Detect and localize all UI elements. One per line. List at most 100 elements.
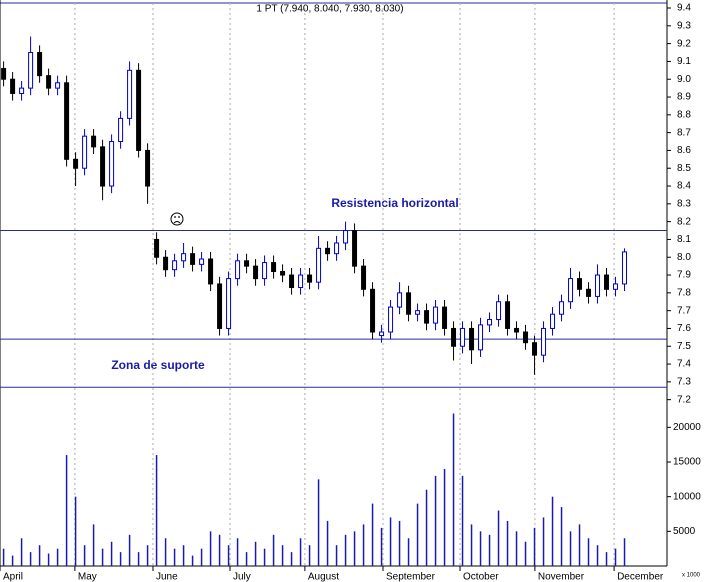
candle-body: [622, 251, 628, 285]
annotation: Resistencia horizontal: [331, 196, 458, 210]
candle-body: [253, 265, 259, 280]
x-tick-label: April: [3, 572, 23, 582]
candle-body: [325, 247, 331, 255]
volume-tick-label: 15000: [673, 457, 701, 468]
candle-body: [217, 283, 223, 329]
candle-body: [559, 301, 565, 315]
candle-body: [496, 301, 502, 321]
y-tick-label: 8.9: [677, 92, 691, 103]
candle-body: [469, 327, 475, 351]
x-tick-label: October: [463, 572, 499, 582]
candle-body: [55, 82, 61, 89]
candle-body: [433, 306, 439, 324]
candle-body: [244, 260, 250, 267]
candle-body: [1, 68, 7, 80]
y-tick-label: 9.0: [677, 74, 691, 85]
sad-face-icon: [170, 212, 184, 226]
candle-body: [307, 274, 313, 283]
y-tick-label: 8.1: [677, 234, 691, 245]
y-tick-label: 7.4: [677, 359, 691, 370]
candle-body: [136, 69, 142, 151]
y-tick-label: 7.5: [677, 341, 691, 352]
candle-body: [28, 52, 34, 89]
y-tick-label: 8.4: [677, 181, 691, 192]
y-tick-label: 9.4: [677, 3, 691, 14]
candle-body: [352, 230, 358, 267]
candle-body: [478, 324, 484, 351]
candle-body: [361, 265, 367, 290]
y-tick-label: 7.3: [677, 376, 691, 387]
x-tick-label: August: [308, 572, 339, 582]
y-tick-label: 8.0: [677, 252, 691, 263]
candle-body: [100, 146, 106, 187]
candle-body: [82, 135, 88, 169]
candle-body: [127, 69, 133, 119]
candle-body: [613, 283, 619, 290]
candle-body: [172, 260, 178, 271]
x-tick-label: November: [538, 572, 585, 582]
candle-body: [289, 274, 295, 289]
volume-tick-label: 5000: [673, 526, 696, 537]
y-tick-label: 8.7: [677, 127, 691, 138]
y-tick-label: 7.9: [677, 270, 691, 281]
candle-body: [262, 262, 268, 280]
candle-body: [442, 306, 448, 329]
candle-body: [73, 158, 79, 169]
volume-tick-label: 20000: [673, 422, 701, 433]
candle-body: [604, 274, 610, 290]
candle-body: [451, 327, 457, 347]
candle-body: [577, 278, 583, 290]
x-tick-label: December: [617, 572, 664, 582]
y-tick-label: 7.6: [677, 323, 691, 334]
candle-body: [460, 327, 466, 347]
candle-body: [424, 310, 430, 324]
candle-body: [595, 274, 601, 297]
candle-body: [397, 292, 403, 308]
candle-body: [145, 149, 151, 187]
candle-body: [532, 342, 538, 356]
candle-body: [568, 278, 574, 303]
candle-body: [199, 258, 205, 265]
candle-body: [505, 301, 511, 329]
candle-body: [64, 82, 70, 160]
candle-body: [298, 274, 304, 289]
candle-body: [208, 258, 214, 285]
candle-body: [271, 262, 277, 272]
candle-body: [109, 141, 115, 187]
y-tick-label: 9.1: [677, 56, 691, 67]
volume-tick-label: 10000: [673, 491, 701, 502]
y-tick-label: 7.8: [677, 287, 691, 298]
x-tick-label: September: [386, 572, 436, 582]
y-tick-label: 8.6: [677, 145, 691, 156]
x-tick-label: June: [156, 572, 178, 582]
candle-body: [154, 238, 160, 258]
candle-body: [190, 253, 196, 265]
candle-body: [523, 331, 529, 344]
candle-body: [379, 331, 385, 337]
annotation: Zona de suporte: [111, 358, 205, 372]
candle-body: [46, 75, 52, 89]
candle-body: [226, 278, 232, 329]
volume-unit: x 1000: [682, 573, 701, 579]
candle-body: [334, 242, 340, 255]
y-tick-label: 8.8: [677, 109, 691, 120]
candle-body: [550, 313, 556, 329]
y-tick-label: 8.2: [677, 216, 691, 227]
candle-body: [118, 117, 124, 143]
candle-body: [37, 52, 43, 77]
y-tick-label: 9.3: [677, 20, 691, 31]
candle-body: [514, 327, 520, 333]
candle-body: [487, 319, 493, 326]
candle-body: [163, 256, 169, 271]
candle-body: [370, 288, 376, 333]
y-tick-label: 8.5: [677, 163, 691, 174]
x-tick-label: May: [78, 572, 97, 582]
candle-body: [91, 135, 97, 148]
candle-body: [19, 87, 25, 94]
y-tick-label: 7.2: [677, 394, 691, 405]
candle-body: [280, 270, 286, 276]
candle-body: [415, 310, 421, 315]
candle-body: [316, 247, 322, 283]
candle-body: [586, 288, 592, 297]
y-tick-label: 9.2: [677, 38, 691, 49]
